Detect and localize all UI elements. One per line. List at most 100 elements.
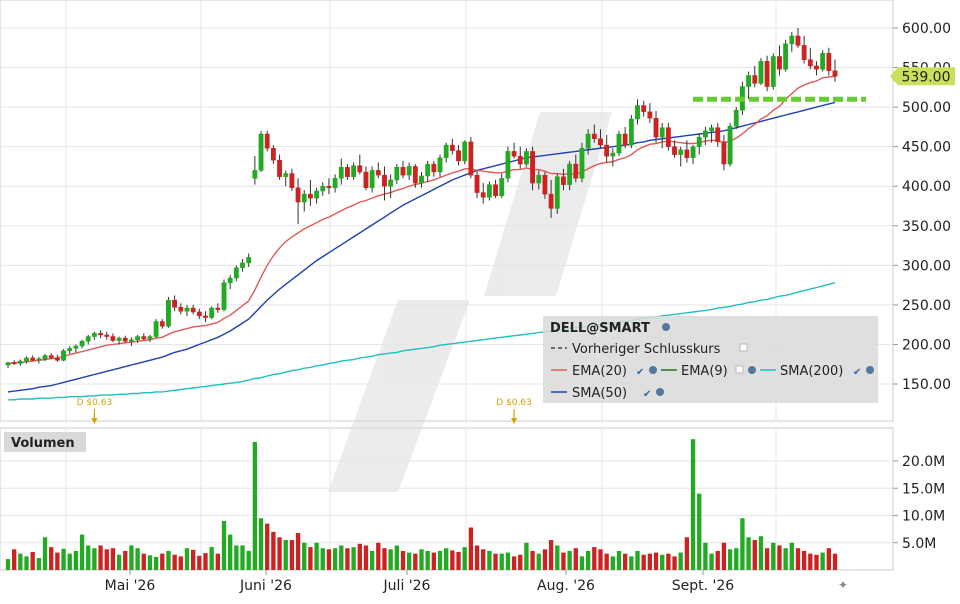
candle-body: [709, 127, 714, 132]
volume-bar: [178, 556, 183, 570]
candle-body: [746, 75, 752, 87]
volume-bar: [357, 543, 362, 570]
candle-body: [579, 147, 585, 179]
volume-bar: [61, 548, 66, 570]
candle-body: [647, 111, 653, 119]
scroll-handle-icon[interactable]: ✦: [838, 578, 848, 592]
volume-bar: [474, 545, 480, 570]
candle-body: [308, 193, 313, 199]
candle-body: [443, 144, 449, 158]
volume-bar: [406, 552, 412, 570]
volume-bar: [388, 549, 393, 570]
volume-bar: [110, 548, 116, 570]
volume-bar: [265, 523, 270, 570]
volume-bar: [758, 536, 764, 570]
volume-bar: [585, 550, 591, 570]
sma200-line: [8, 282, 836, 401]
volume-bar: [382, 548, 387, 570]
volume-bar: [86, 545, 91, 570]
volume-bar: [740, 518, 745, 570]
volume-bar: [598, 549, 603, 570]
candle-body: [567, 163, 573, 185]
price-axis: 600.00550.00500.00450.00400.00350.00300.…: [893, 21, 951, 393]
candle-body: [406, 166, 412, 176]
candle-body: [221, 282, 227, 310]
volume-bar: [320, 548, 325, 570]
candle-body: [172, 299, 178, 308]
candle-body: [758, 60, 764, 84]
volume-bar: [715, 550, 720, 570]
dividend-arrow-icon: [91, 418, 98, 424]
checkbox-icon[interactable]: [739, 343, 748, 352]
candle-body: [616, 133, 622, 154]
candle-body: [326, 185, 332, 189]
candle-body: [832, 70, 838, 77]
check-icon[interactable]: ✔: [853, 367, 861, 378]
legend-label-ema20: EMA(20): [572, 364, 627, 379]
legend-label-sma200: SMA(200): [780, 364, 843, 379]
volume-bar: [536, 553, 541, 570]
candle-body: [524, 151, 529, 165]
candle-body: [777, 56, 782, 70]
volume-bar: [12, 549, 17, 570]
candle-body: [166, 299, 171, 327]
candle-body: [486, 184, 492, 198]
candle-body: [98, 333, 103, 336]
candle-body: [147, 336, 153, 340]
settings-icon[interactable]: [748, 366, 756, 374]
candle-body: [159, 321, 165, 327]
checkbox-icon[interactable]: [735, 365, 744, 374]
candle-body: [338, 166, 344, 179]
volume-bar: [92, 548, 97, 570]
volume-bar: [123, 550, 128, 570]
candle-body: [585, 133, 591, 149]
candle-body: [665, 127, 671, 147]
candle-body: [5, 362, 11, 366]
volume-bar: [462, 547, 467, 570]
volume-bar: [777, 545, 782, 570]
sma200-line-group: [8, 282, 836, 401]
volume-bar: [530, 550, 535, 570]
volume-axis: 20.0M 15.0M 10.0M 5.0M: [893, 454, 945, 552]
legend[interactable]: DELL@SMART Vorheriger Schlusskurs EMA(20…: [543, 316, 878, 403]
dividend-label: D $0.63: [496, 398, 532, 408]
volume-bar: [555, 545, 560, 570]
settings-icon[interactable]: [649, 366, 657, 374]
candle-body: [659, 127, 665, 138]
volume-bar: [141, 553, 146, 570]
settings-icon[interactable]: [656, 388, 664, 396]
volume-bar: [184, 548, 190, 570]
volume-bar: [283, 540, 288, 570]
candle-body: [277, 159, 282, 177]
volume-bar: [548, 540, 554, 570]
candle-body: [116, 337, 122, 341]
check-icon[interactable]: ✔: [643, 389, 651, 400]
volume-bar: [129, 545, 134, 570]
candle-body: [598, 138, 603, 146]
volume-bar: [727, 549, 733, 570]
settings-icon[interactable]: [662, 323, 670, 331]
settings-icon[interactable]: [866, 366, 874, 374]
volume-bar: [518, 554, 523, 570]
volume-bar: [203, 553, 208, 570]
time-axis-label: Mai '26: [105, 578, 156, 594]
last-price-label: 539.00: [902, 69, 951, 85]
volume-bar: [234, 545, 239, 570]
candle-body: [264, 133, 270, 149]
candle-body: [67, 348, 73, 352]
candle-body: [789, 35, 795, 45]
candle-body: [610, 152, 616, 157]
candle-body: [530, 151, 535, 184]
candle-body: [591, 133, 597, 140]
volume-bar: [684, 537, 690, 570]
sma50-line-group: [7, 101, 836, 393]
volume-bar: [228, 534, 233, 570]
candle-body: [437, 157, 443, 173]
candle-body: [449, 144, 455, 151]
check-icon[interactable]: ✔: [636, 367, 644, 378]
volume-bar: [413, 553, 418, 570]
candle-body: [499, 178, 505, 196]
volume-bar: [147, 555, 153, 570]
volume-bar: [73, 550, 79, 570]
